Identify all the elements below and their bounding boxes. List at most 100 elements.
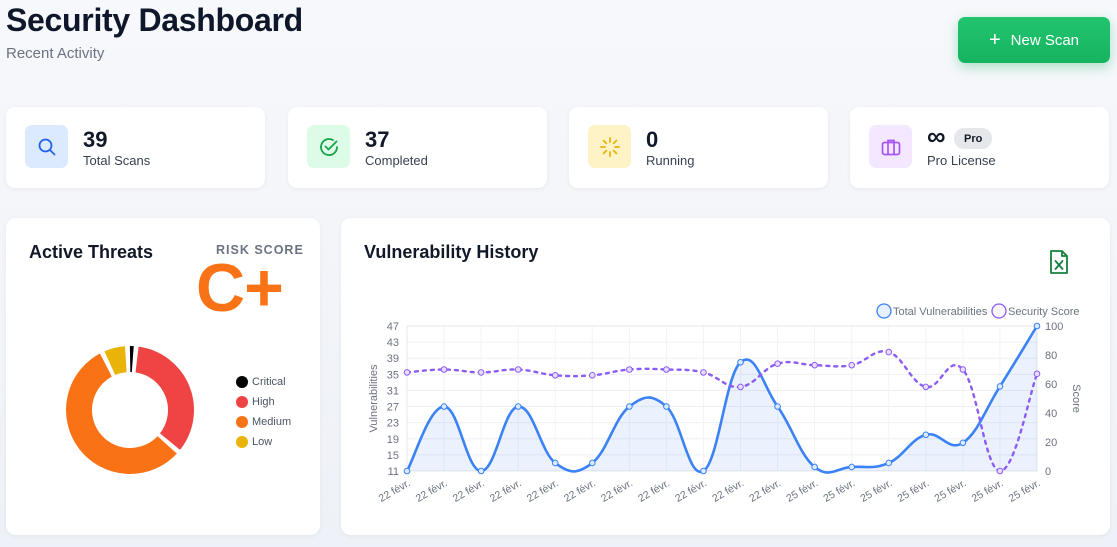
data-point (514, 403, 522, 410)
data-point (514, 366, 522, 373)
x-tick-label: 22 févr. (710, 477, 746, 505)
data-point (588, 459, 596, 467)
export-excel-icon[interactable] (1047, 248, 1071, 276)
data-point (737, 383, 744, 391)
threats-legend: Critical High Medium Low (236, 372, 291, 452)
data-point (663, 366, 670, 373)
legend-marker (991, 303, 1007, 319)
data-point (922, 383, 930, 391)
data-point (477, 369, 485, 376)
doughnut-slice-low (102, 344, 129, 378)
data-point (959, 439, 967, 447)
data-point (403, 369, 411, 376)
y-tick-label: 19 (387, 434, 399, 446)
legend-dot (236, 396, 248, 408)
y2-axis-label: Score (1070, 384, 1082, 413)
y-tick-label: 47 (387, 321, 399, 333)
data-point (551, 459, 559, 467)
active-threats-title: Active Threats (29, 242, 154, 262)
stat-value: 0 (646, 127, 659, 152)
y-axis-label: Vulnerabilities (368, 364, 380, 433)
x-tick-label: 22 févr. (377, 477, 413, 505)
x-tick-label: 22 févr. (488, 477, 524, 505)
legend-dot (236, 376, 248, 388)
data-point (996, 383, 1004, 390)
x-tick-label: 22 févr. (747, 477, 783, 505)
stat-label: Completed (365, 153, 428, 168)
vulnerability-history-title: Vulnerability History (364, 242, 539, 262)
series-area-0 (407, 326, 1037, 473)
data-point (922, 431, 930, 439)
x-tick-label: 22 févr. (636, 477, 672, 505)
y-tick-label: 43 (387, 337, 399, 349)
x-tick-label: 25 févr. (933, 477, 969, 505)
legend-marker (876, 303, 892, 319)
risk-score-grade: C+ (196, 250, 284, 326)
y2-tick-label: 20 (1045, 437, 1057, 449)
spinner-icon (588, 125, 631, 168)
y-tick-label: 15 (387, 450, 399, 462)
data-point (588, 372, 596, 379)
briefcase-icon (869, 125, 912, 168)
stat-card-running: 0 Running (569, 107, 828, 188)
x-tick-label: 25 févr. (970, 477, 1006, 505)
stat-label: Pro License (927, 153, 996, 168)
x-tick-label: 25 févr. (895, 477, 931, 505)
legend-label: Total Vulnerabilities (893, 306, 988, 318)
risk-score-label: RISK SCORE (216, 243, 304, 257)
data-point (1033, 322, 1041, 330)
active-threats-card: Active Threats RISK SCORE C+ Critical Hi… (6, 218, 320, 535)
data-point (403, 467, 411, 475)
x-tick-label: 25 févr. (858, 477, 894, 505)
data-point (811, 361, 818, 369)
check-circle-icon (307, 125, 350, 168)
data-point (551, 372, 559, 379)
x-tick-label: 22 févr. (673, 477, 709, 505)
x-tick-label: 22 févr. (451, 477, 487, 505)
pro-badge: Pro (954, 128, 993, 149)
stat-card-completed: 37 Completed (288, 107, 547, 188)
doughnut-slice-high (133, 344, 196, 453)
plot-area (406, 325, 1038, 472)
data-point (774, 360, 781, 367)
data-point (774, 403, 781, 410)
y-tick-label: 27 (387, 402, 399, 414)
data-point (626, 403, 633, 410)
plus-icon: + (988, 29, 1001, 51)
y2-tick-label: 0 (1045, 466, 1051, 478)
y-tick-label: 31 (387, 385, 399, 397)
data-point (885, 459, 893, 467)
new-scan-button[interactable]: + New Scan (958, 17, 1110, 63)
stat-value: ∞ (927, 121, 946, 151)
stat-value: 39 (83, 127, 108, 152)
legend-item-critical: Critical (236, 372, 291, 392)
legend-item-medium: Medium (236, 412, 291, 432)
data-point (959, 366, 967, 373)
data-point (1033, 370, 1041, 378)
search-icon (25, 125, 68, 168)
y-tick-label: 23 (387, 418, 399, 430)
data-point (848, 361, 856, 369)
x-tick-label: 22 févr. (599, 477, 635, 505)
vulnerability-line-chart: 11 15 19 23 27 31 35 39 43 47 0 20 40 60 80 100 Vulnerab… (368, 303, 1082, 505)
stat-label: Running (646, 153, 695, 168)
data-point (477, 467, 485, 475)
data-point (700, 467, 707, 475)
legend-item-low: Low (236, 432, 291, 452)
data-point (885, 348, 893, 356)
stat-label: Total Scans (83, 153, 151, 168)
x-tick-label: 22 févr. (414, 477, 450, 505)
data-point (700, 369, 707, 376)
y2-tick-label: 40 (1045, 408, 1057, 420)
legend-item-high: High (236, 392, 291, 412)
x-tick-label: 22 févr. (525, 477, 561, 505)
doughnut-slice-critical (127, 344, 136, 375)
legend-dot (236, 436, 248, 448)
x-tick-label: 25 févr. (784, 477, 820, 505)
legend-label: Security Score (1008, 306, 1080, 318)
x-tick-label: 22 févr. (562, 477, 598, 505)
stat-value: 37 (365, 127, 390, 152)
data-point (440, 403, 448, 410)
doughnut-slice-medium (64, 351, 180, 476)
vulnerability-history-card: Vulnerability History 11 15 19 23 27 31 35 39 43… (341, 218, 1110, 535)
